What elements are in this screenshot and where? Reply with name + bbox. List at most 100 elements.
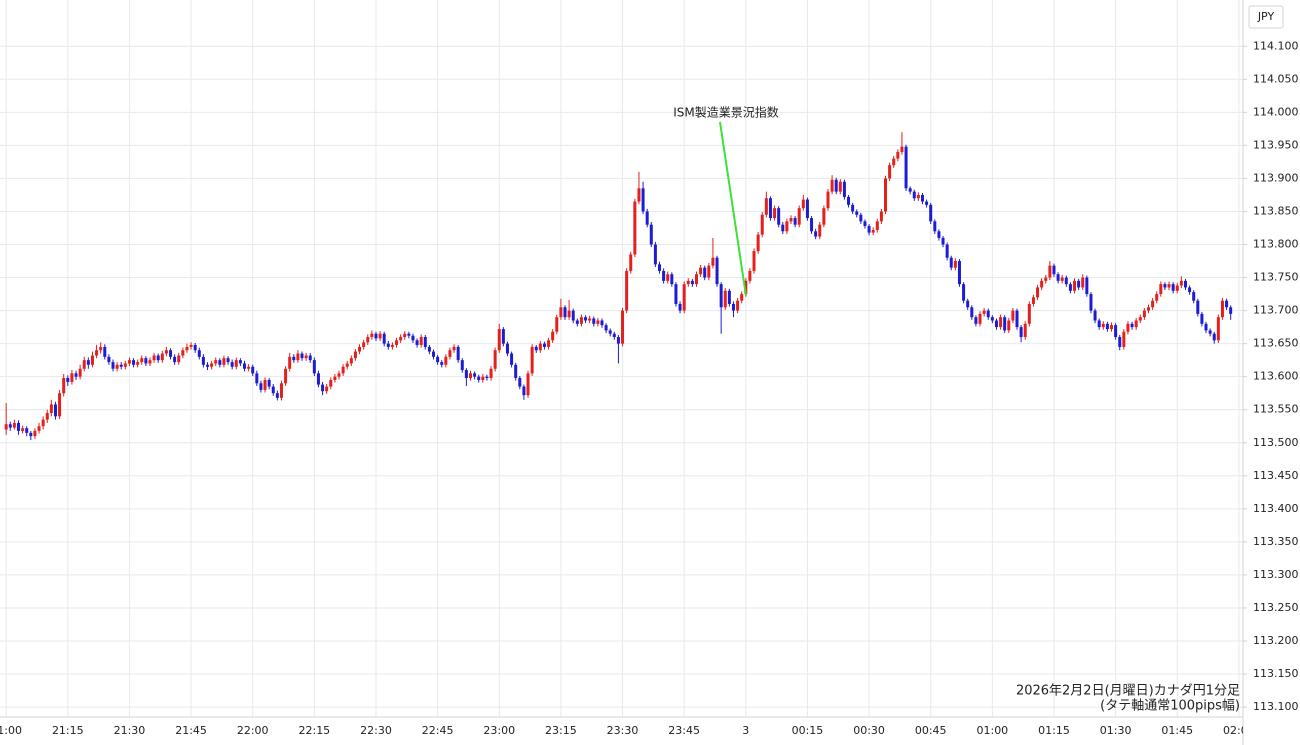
y-tick-label: 113.200 xyxy=(1253,634,1299,647)
candle-body xyxy=(173,356,177,363)
x-tick-label: 21:15 xyxy=(52,724,84,737)
x-tick-label: 21:00 xyxy=(0,724,22,737)
candle-body xyxy=(1044,277,1048,281)
y-tick-label: 113.300 xyxy=(1253,568,1299,581)
candle-body xyxy=(637,188,641,202)
candle-body xyxy=(353,351,357,359)
candle-body xyxy=(99,346,103,351)
candle-body xyxy=(238,360,242,364)
annotation-line xyxy=(719,121,747,297)
x-tick-label: 01:45 xyxy=(1161,724,1193,737)
candle-body xyxy=(945,244,949,258)
candle-body xyxy=(271,386,275,394)
candle-body xyxy=(1192,292,1196,301)
candle-body xyxy=(526,373,530,396)
candle-body xyxy=(386,343,390,347)
candle-body xyxy=(789,218,793,222)
candle-body xyxy=(707,265,711,278)
x-tick-label: 02:00 xyxy=(1223,724,1255,737)
candle-body xyxy=(514,364,518,378)
candle-body xyxy=(403,333,407,338)
candle-body xyxy=(1216,317,1220,341)
candle-body xyxy=(900,146,904,152)
candle-body xyxy=(559,307,563,318)
candle-body xyxy=(267,379,271,387)
candle-body xyxy=(193,344,197,351)
candle-body xyxy=(288,356,292,369)
grid xyxy=(0,0,1243,717)
y-tick-label: 113.350 xyxy=(1253,535,1299,548)
candle-body xyxy=(362,342,366,347)
candle-body xyxy=(164,350,168,354)
candle-body xyxy=(896,151,900,159)
candle-body xyxy=(201,356,205,365)
candle-body xyxy=(82,360,86,369)
candle-body xyxy=(115,364,119,369)
candle-body xyxy=(1089,294,1093,311)
candle-body xyxy=(674,284,678,304)
x-tick-label: 22:15 xyxy=(298,724,330,737)
candle-body xyxy=(1110,325,1114,330)
y-tick-label: 113.850 xyxy=(1253,204,1299,217)
caption: (タテ軸通常100pips幅) xyxy=(1100,699,1240,714)
candle-body xyxy=(329,379,333,387)
candle-body xyxy=(45,413,49,420)
candle-body xyxy=(974,317,978,324)
candle-body xyxy=(341,366,345,374)
candle-body xyxy=(25,428,29,433)
candle-body xyxy=(1122,331,1126,347)
candle-body xyxy=(132,360,136,365)
candle-body xyxy=(768,198,772,219)
candle-body xyxy=(933,221,937,232)
candle-body xyxy=(547,340,551,347)
candle-body xyxy=(1225,300,1229,308)
candle-body xyxy=(41,419,45,427)
candles xyxy=(4,132,1233,441)
candle-body xyxy=(596,320,600,324)
candle-body xyxy=(304,355,308,359)
candle-body xyxy=(719,284,723,308)
candle-body xyxy=(847,196,851,205)
candle-body xyxy=(156,355,160,361)
candle-body xyxy=(1229,307,1233,314)
candle-body xyxy=(127,360,131,364)
candle-body xyxy=(247,366,251,369)
candle-body xyxy=(378,333,382,339)
candle-body xyxy=(1023,323,1027,338)
candle-body xyxy=(86,360,90,365)
candle-body xyxy=(723,290,727,308)
candle-body xyxy=(1163,284,1167,288)
candle-body xyxy=(345,363,349,367)
candle-body xyxy=(300,353,304,359)
candle-body xyxy=(694,274,698,285)
candle-body xyxy=(990,317,994,321)
candle-body xyxy=(777,208,781,225)
candle-body xyxy=(711,257,715,266)
candle-body xyxy=(308,355,312,361)
candle-body xyxy=(78,368,82,377)
y-tick-label: 113.100 xyxy=(1253,700,1299,713)
candle-body xyxy=(740,294,744,301)
candle-body xyxy=(1155,294,1159,301)
x-tick-label: 01:00 xyxy=(976,724,1008,737)
candle-body xyxy=(686,280,690,285)
candle-body xyxy=(468,373,472,378)
y-tick-label: 114.100 xyxy=(1253,39,1299,52)
y-tick-label: 113.900 xyxy=(1253,171,1299,184)
candle-body xyxy=(1220,300,1224,318)
candle-body xyxy=(1196,300,1200,314)
candle-body xyxy=(473,373,477,377)
candle-body xyxy=(144,358,148,364)
candle-body xyxy=(58,393,62,417)
candle-body xyxy=(230,362,234,367)
candle-body xyxy=(1175,285,1179,291)
annotation: ISM製造業景況指数 xyxy=(673,105,779,120)
candle-body xyxy=(432,351,436,357)
candle-body xyxy=(822,208,826,225)
candle-body xyxy=(1114,325,1118,338)
candle-body xyxy=(1027,303,1031,324)
x-tick-label: 23:15 xyxy=(545,724,577,737)
x-tick-label: 21:30 xyxy=(114,724,146,737)
candle-body xyxy=(855,211,859,215)
